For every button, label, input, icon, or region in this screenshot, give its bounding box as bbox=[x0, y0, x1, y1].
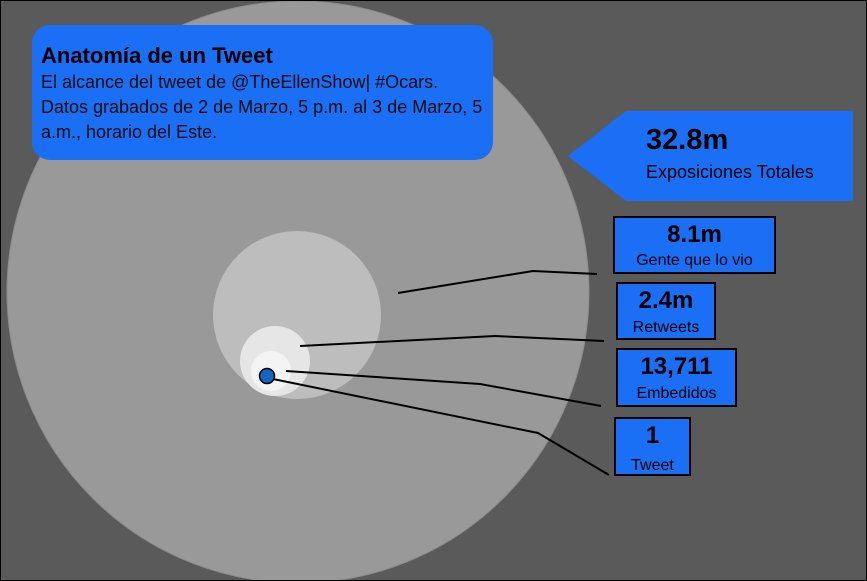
stat-label: Tweet bbox=[631, 457, 674, 474]
stat-label: Embedidos bbox=[636, 385, 717, 402]
tweet-dot bbox=[258, 367, 276, 385]
stat-box-people: 8.1m Gente que lo vio bbox=[613, 216, 776, 274]
total-exposures-label: Exposiciones Totales bbox=[646, 162, 814, 182]
title-callout: Anatomía de un Tweet El alcance del twee… bbox=[32, 25, 493, 160]
stat-label: Retweets bbox=[632, 319, 700, 336]
leader-line-retweets bbox=[299, 334, 605, 347]
stat-box-tweet: 1 Tweet bbox=[614, 417, 691, 476]
total-exposures-value: 32.8m bbox=[646, 124, 729, 156]
stat-value: 2.4m bbox=[638, 287, 694, 314]
stat-value: 1 bbox=[645, 422, 660, 449]
leader-line-embeds bbox=[285, 370, 602, 407]
total-exposures-arrow bbox=[568, 111, 853, 201]
description-text: El alcance del tweet de @TheEllenShow| #… bbox=[41, 72, 483, 142]
stat-box-retweets: 2.4m Retweets bbox=[616, 282, 716, 340]
stat-box-embeds: 13,711 Embedidos bbox=[616, 348, 737, 407]
stat-value: 8.1m bbox=[667, 221, 722, 248]
page-title: Anatomía de un Tweet bbox=[41, 43, 273, 68]
leader-line-people bbox=[397, 269, 598, 294]
leader-line-tweet bbox=[272, 378, 610, 476]
stat-label: Gente que lo vio bbox=[636, 252, 753, 269]
stat-value: 13,711 bbox=[640, 353, 713, 380]
